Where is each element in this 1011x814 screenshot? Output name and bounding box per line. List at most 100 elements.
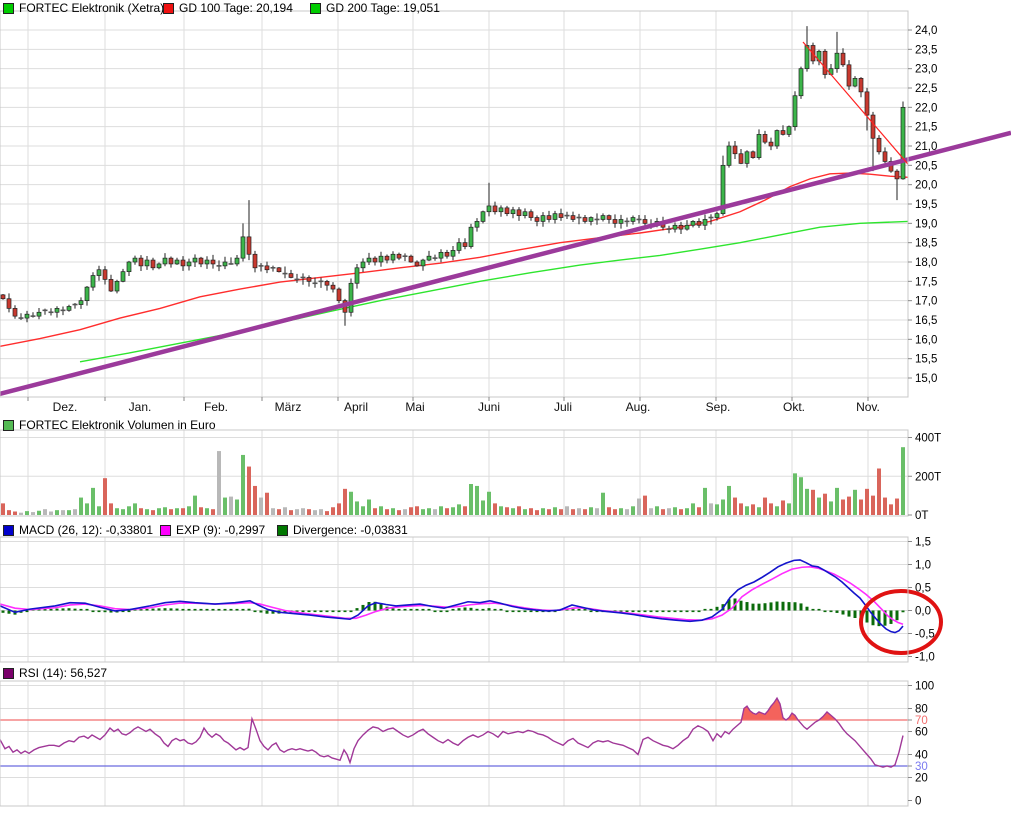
volume-bar bbox=[337, 503, 341, 515]
y-axis-label: 20 bbox=[915, 773, 928, 785]
volume-bar bbox=[205, 508, 209, 515]
volume-bar bbox=[643, 495, 647, 515]
candle-body bbox=[66, 306, 72, 311]
volume-bar bbox=[85, 503, 89, 515]
volume-bar bbox=[49, 511, 53, 515]
candle-body bbox=[822, 50, 828, 75]
x-axis-month-label: März bbox=[275, 400, 302, 414]
candle-body bbox=[690, 221, 696, 226]
rsi-line bbox=[0, 696, 904, 768]
volume-bar bbox=[511, 508, 515, 515]
candle-body bbox=[12, 308, 18, 317]
volume-bar bbox=[853, 489, 857, 515]
candle-body bbox=[558, 213, 564, 218]
macd-hgrid bbox=[0, 541, 908, 657]
volume-bar bbox=[79, 497, 83, 515]
candle-body bbox=[774, 130, 780, 147]
candle-body bbox=[174, 259, 180, 265]
y-axis-label: 40 bbox=[915, 750, 928, 762]
candle-body bbox=[780, 130, 786, 135]
rsi-panel-border bbox=[0, 680, 909, 807]
volume-bar bbox=[109, 503, 113, 515]
candle-body bbox=[762, 134, 768, 143]
candle-body bbox=[198, 257, 204, 265]
volume-bar bbox=[481, 500, 485, 515]
candle-body bbox=[120, 271, 126, 282]
candle-body bbox=[510, 209, 516, 215]
volume-bar bbox=[565, 506, 569, 515]
candle-body bbox=[798, 68, 804, 97]
candle-body bbox=[264, 265, 270, 271]
x-axis-month-label: Sep. bbox=[706, 400, 731, 414]
candle-body bbox=[378, 255, 384, 263]
candle-body bbox=[138, 257, 144, 267]
volume-bar bbox=[181, 508, 185, 515]
x-axis-month-label: Juni bbox=[478, 400, 500, 414]
volume-bar bbox=[769, 503, 773, 515]
candle-body bbox=[468, 226, 474, 247]
volume-bar bbox=[403, 509, 407, 515]
volume-bar bbox=[673, 507, 677, 515]
volume-bar bbox=[265, 492, 269, 515]
macd-label: MACD (26, 12): -0,33801 bbox=[19, 523, 154, 537]
y-axis-label: 17,5 bbox=[915, 276, 937, 288]
candle-body bbox=[168, 257, 174, 265]
volume-bar bbox=[745, 506, 749, 515]
rsi-overbought-fill bbox=[251, 698, 837, 720]
legend-item-instrument: FORTEC Elektronik (Xetra) bbox=[3, 2, 164, 14]
volume-bar bbox=[613, 509, 617, 515]
volume-bar bbox=[733, 497, 737, 515]
candle-body bbox=[54, 308, 60, 313]
macd-panel-border bbox=[0, 536, 909, 663]
volume-bar bbox=[859, 499, 863, 515]
volume-bar bbox=[553, 507, 557, 515]
volume-bar bbox=[577, 508, 581, 515]
volume-bar bbox=[589, 507, 593, 515]
candle-body bbox=[600, 215, 606, 220]
volume-bar bbox=[409, 507, 413, 515]
volume-bar bbox=[571, 509, 575, 515]
y-axis-label: 15,5 bbox=[915, 354, 937, 366]
volume-bar bbox=[373, 508, 377, 515]
candle-body bbox=[504, 207, 510, 215]
volume-bar bbox=[523, 509, 527, 515]
rsi-panel-grid bbox=[27, 681, 869, 806]
volume-bar bbox=[13, 511, 17, 515]
volume-bar bbox=[199, 507, 203, 515]
gd200-swatch bbox=[310, 2, 321, 14]
volume-bar bbox=[529, 508, 533, 515]
rsi-label: RSI (14): 56,527 bbox=[19, 666, 108, 680]
volume-bar bbox=[787, 503, 791, 515]
volume-bar bbox=[883, 497, 887, 515]
volume-bar bbox=[385, 509, 389, 515]
volume-bar bbox=[847, 496, 851, 515]
y-axis-label: 16,5 bbox=[915, 315, 937, 327]
volume-bar bbox=[343, 488, 347, 515]
y-axis-label: -1,0 bbox=[915, 652, 935, 664]
candle-body bbox=[582, 217, 588, 222]
volume-bar bbox=[487, 491, 491, 515]
candle-body bbox=[672, 224, 678, 230]
volume-bar bbox=[421, 509, 425, 515]
volume-bar bbox=[133, 503, 137, 515]
candle-body bbox=[276, 267, 282, 273]
volume-bar bbox=[397, 510, 401, 515]
volume-bar bbox=[31, 512, 35, 515]
volume-bar bbox=[685, 508, 689, 515]
x-axis-month-label: Nov. bbox=[856, 400, 880, 414]
instrument-swatch bbox=[3, 2, 14, 14]
y-axis-label: 0,5 bbox=[915, 583, 931, 595]
legend-item-macd: MACD (26, 12): -0,33801 bbox=[3, 524, 153, 536]
volume-bar bbox=[475, 485, 479, 515]
y-axis-label: 200T bbox=[915, 471, 941, 483]
volume-bar bbox=[709, 503, 713, 515]
volume-bar bbox=[415, 506, 419, 515]
candle-body bbox=[696, 221, 702, 226]
volume-y-axis: 400T 200T 0T bbox=[908, 433, 941, 522]
candle-body bbox=[456, 242, 462, 251]
volume-bar bbox=[313, 510, 317, 515]
volume-bar bbox=[655, 506, 659, 515]
candle-body bbox=[6, 298, 12, 309]
gd100-swatch bbox=[163, 2, 174, 14]
